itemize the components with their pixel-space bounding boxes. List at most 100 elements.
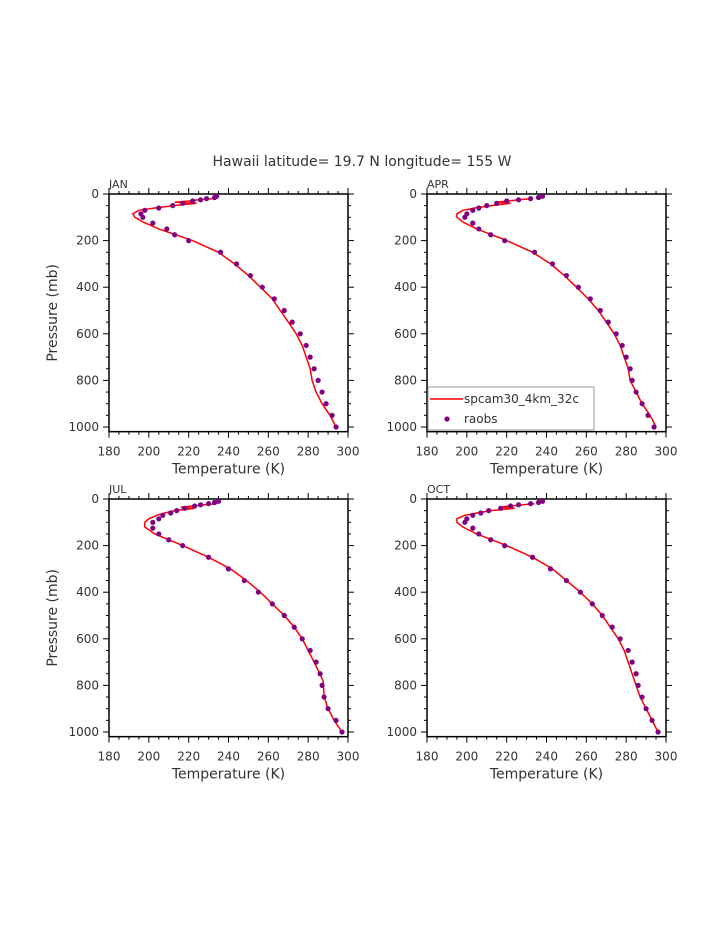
obs-point bbox=[333, 717, 339, 723]
obs-point bbox=[180, 200, 186, 206]
obs-point bbox=[289, 319, 295, 325]
obs-point bbox=[233, 261, 240, 267]
model-line bbox=[456, 502, 659, 733]
y-tick-label: 0 bbox=[409, 492, 417, 506]
obs-point bbox=[325, 706, 331, 712]
obs-point bbox=[635, 682, 641, 689]
obs-point bbox=[303, 342, 309, 349]
obs-point bbox=[478, 510, 484, 516]
obs-point bbox=[651, 424, 657, 430]
x-tick-label: 260 bbox=[575, 445, 598, 459]
legend-box bbox=[427, 386, 595, 431]
y-tick-label: 600 bbox=[394, 327, 417, 341]
x-axis-label: Temperature (K) bbox=[171, 462, 285, 478]
obs-point bbox=[271, 296, 277, 302]
x-tick-label: 280 bbox=[615, 445, 638, 459]
legend-label: spcam30_4km_32c bbox=[464, 392, 579, 406]
y-tick-label: 800 bbox=[394, 678, 417, 692]
y-tick-label: 400 bbox=[394, 280, 417, 294]
y-tick-label: 800 bbox=[76, 373, 99, 387]
obs-point bbox=[323, 401, 329, 407]
obs-point bbox=[297, 331, 303, 337]
obs-point bbox=[597, 307, 603, 314]
y-tick-label: 200 bbox=[394, 234, 417, 248]
obs-point bbox=[307, 354, 313, 360]
obs-point bbox=[516, 197, 522, 203]
obs-point bbox=[150, 525, 156, 531]
obs-point bbox=[299, 636, 305, 642]
obs-point bbox=[182, 505, 188, 511]
x-tick-label: 220 bbox=[495, 445, 518, 459]
obs-point bbox=[319, 389, 325, 395]
obs-point bbox=[516, 502, 522, 508]
x-tick-label: 260 bbox=[575, 750, 598, 764]
obs-point bbox=[259, 284, 265, 290]
x-tick-label: 180 bbox=[98, 750, 121, 764]
obs-point bbox=[198, 197, 204, 203]
obs-point bbox=[484, 203, 490, 209]
panel-jul: 180 200 220 240 260 280 300 0 200 400 600 800 1000 Te… bbox=[45, 483, 359, 783]
y-tick-label: 800 bbox=[76, 678, 99, 692]
obs-point bbox=[470, 220, 476, 226]
x-tick-label: 200 bbox=[455, 750, 478, 764]
x-tick-label: 280 bbox=[297, 750, 320, 764]
y-tick-label: 200 bbox=[76, 539, 99, 553]
obs-point bbox=[190, 198, 196, 204]
obs-point bbox=[633, 671, 639, 677]
x-axis-label: Temperature (K) bbox=[171, 767, 285, 783]
obs-point bbox=[633, 389, 639, 395]
x-tick-label: 220 bbox=[177, 445, 200, 459]
obs-point bbox=[168, 510, 174, 516]
obs-point bbox=[160, 512, 166, 518]
x-axis-label: Temperature (K) bbox=[489, 767, 603, 783]
obs-point bbox=[150, 519, 156, 525]
obs-point bbox=[333, 424, 339, 430]
obs-point bbox=[225, 566, 232, 572]
obs-point bbox=[339, 729, 345, 735]
obs-point bbox=[470, 525, 476, 531]
obs-point bbox=[464, 516, 470, 522]
legend-marker-swatch bbox=[444, 416, 450, 422]
obs-point bbox=[174, 508, 180, 514]
obs-point bbox=[269, 601, 275, 607]
obs-point bbox=[508, 503, 514, 509]
obs-point bbox=[589, 601, 595, 607]
model-line bbox=[144, 502, 343, 733]
obs-point bbox=[645, 412, 651, 418]
obs-point bbox=[166, 537, 172, 543]
x-tick-label: 200 bbox=[455, 445, 478, 459]
obs-point bbox=[639, 401, 645, 407]
obs-point bbox=[211, 499, 218, 506]
obs-point bbox=[217, 249, 224, 255]
y-tick-label: 400 bbox=[76, 585, 99, 599]
x-tick-label: 220 bbox=[177, 750, 200, 764]
obs-point bbox=[527, 501, 534, 507]
obs-point bbox=[476, 531, 482, 537]
y-tick-label: 0 bbox=[91, 187, 99, 201]
obs-point bbox=[315, 377, 321, 383]
obs-point bbox=[172, 232, 178, 238]
x-tick-label: 240 bbox=[217, 445, 240, 459]
obs-point bbox=[504, 198, 510, 204]
x-tick-label: 240 bbox=[535, 750, 558, 764]
obs-point bbox=[476, 226, 482, 232]
panel-oct: 180 200 220 240 260 280 300 0 200 400 600 800 1000 Te… bbox=[386, 483, 677, 783]
obs-point bbox=[170, 203, 176, 209]
y-tick-label: 1000 bbox=[68, 420, 99, 434]
obs-point bbox=[180, 543, 186, 549]
obs-point bbox=[547, 566, 554, 572]
legend-label: raobs bbox=[464, 412, 498, 426]
obs-point bbox=[629, 659, 635, 665]
obs-point bbox=[476, 205, 482, 211]
x-tick-label: 220 bbox=[495, 750, 518, 764]
y-tick-label: 1000 bbox=[386, 420, 417, 434]
obs-point bbox=[255, 589, 261, 595]
obs-point bbox=[549, 261, 556, 267]
obs-point bbox=[317, 671, 323, 677]
obs-point bbox=[643, 706, 649, 712]
obs-point bbox=[470, 207, 476, 213]
obs-point bbox=[619, 342, 625, 349]
y-tick-label: 0 bbox=[409, 187, 417, 201]
